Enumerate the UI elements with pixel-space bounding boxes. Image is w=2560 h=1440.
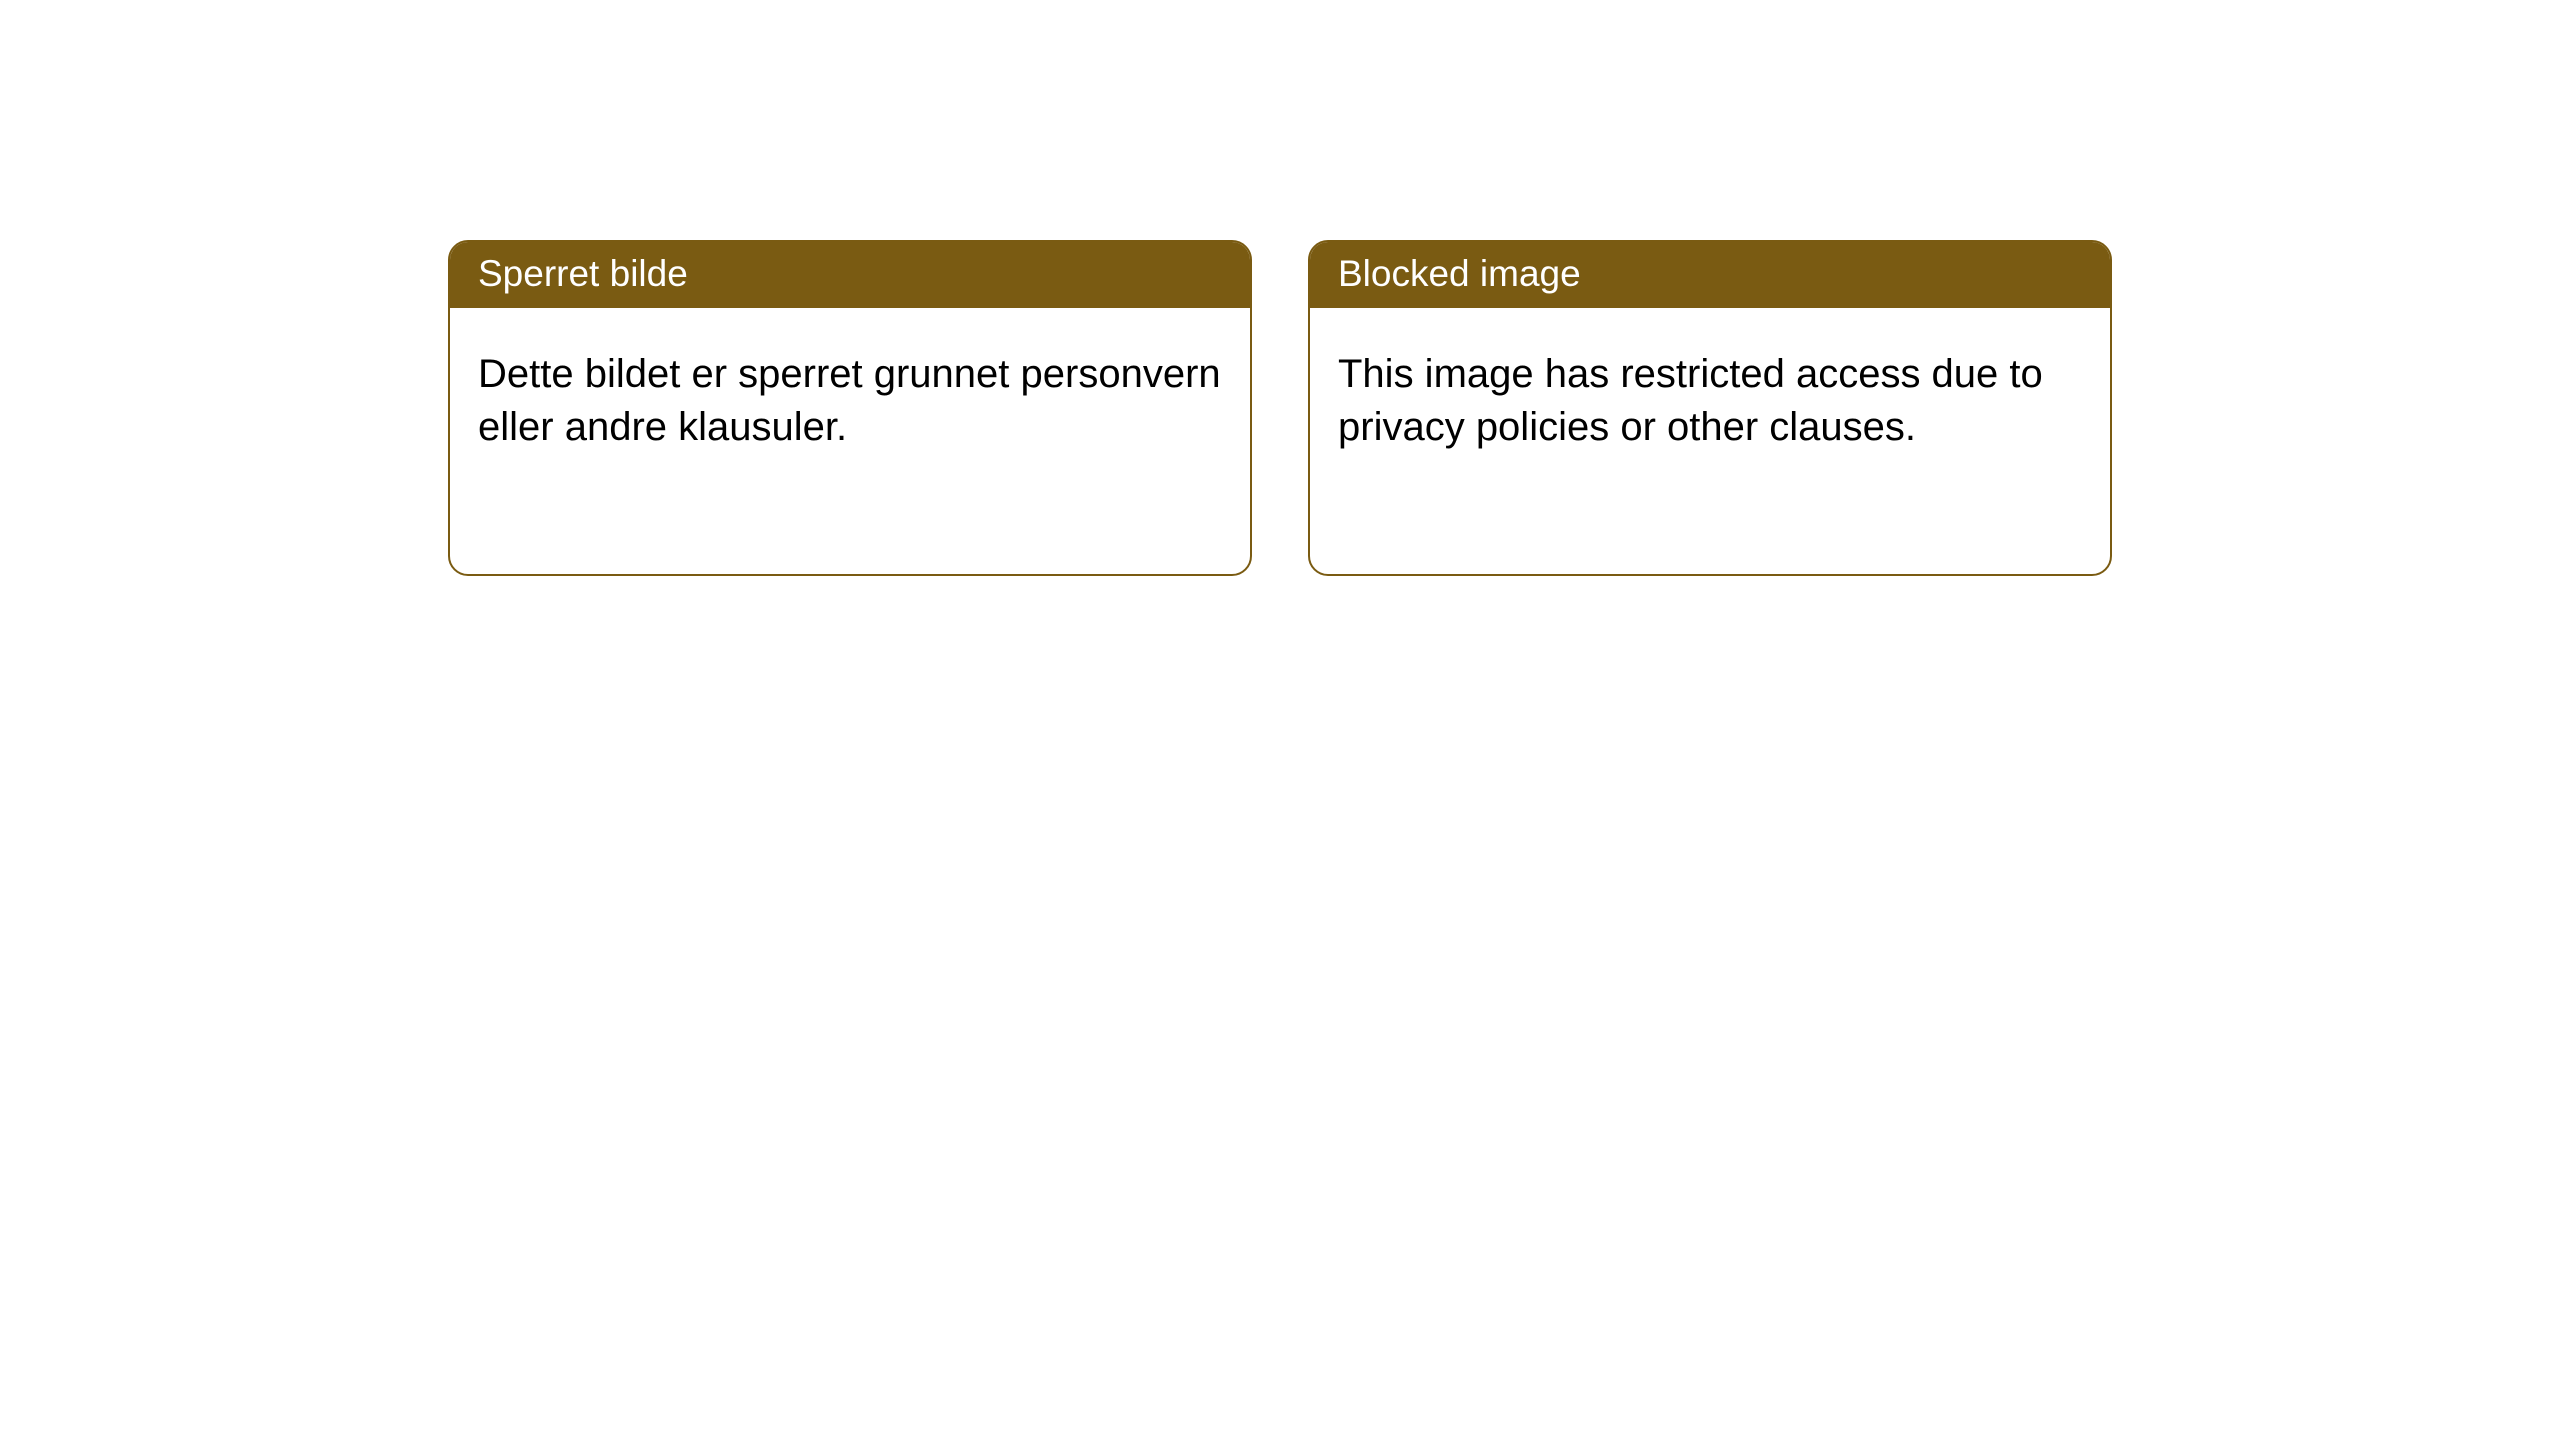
notice-container: Sperret bilde Dette bildet er sperret gr… xyxy=(0,0,2560,576)
notice-card-en: Blocked image This image has restricted … xyxy=(1308,240,2112,576)
notice-body-en: This image has restricted access due to … xyxy=(1310,308,2110,482)
notice-header-no: Sperret bilde xyxy=(450,242,1250,308)
notice-body-no: Dette bildet er sperret grunnet personve… xyxy=(450,308,1250,482)
notice-card-no: Sperret bilde Dette bildet er sperret gr… xyxy=(448,240,1252,576)
notice-header-en: Blocked image xyxy=(1310,242,2110,308)
